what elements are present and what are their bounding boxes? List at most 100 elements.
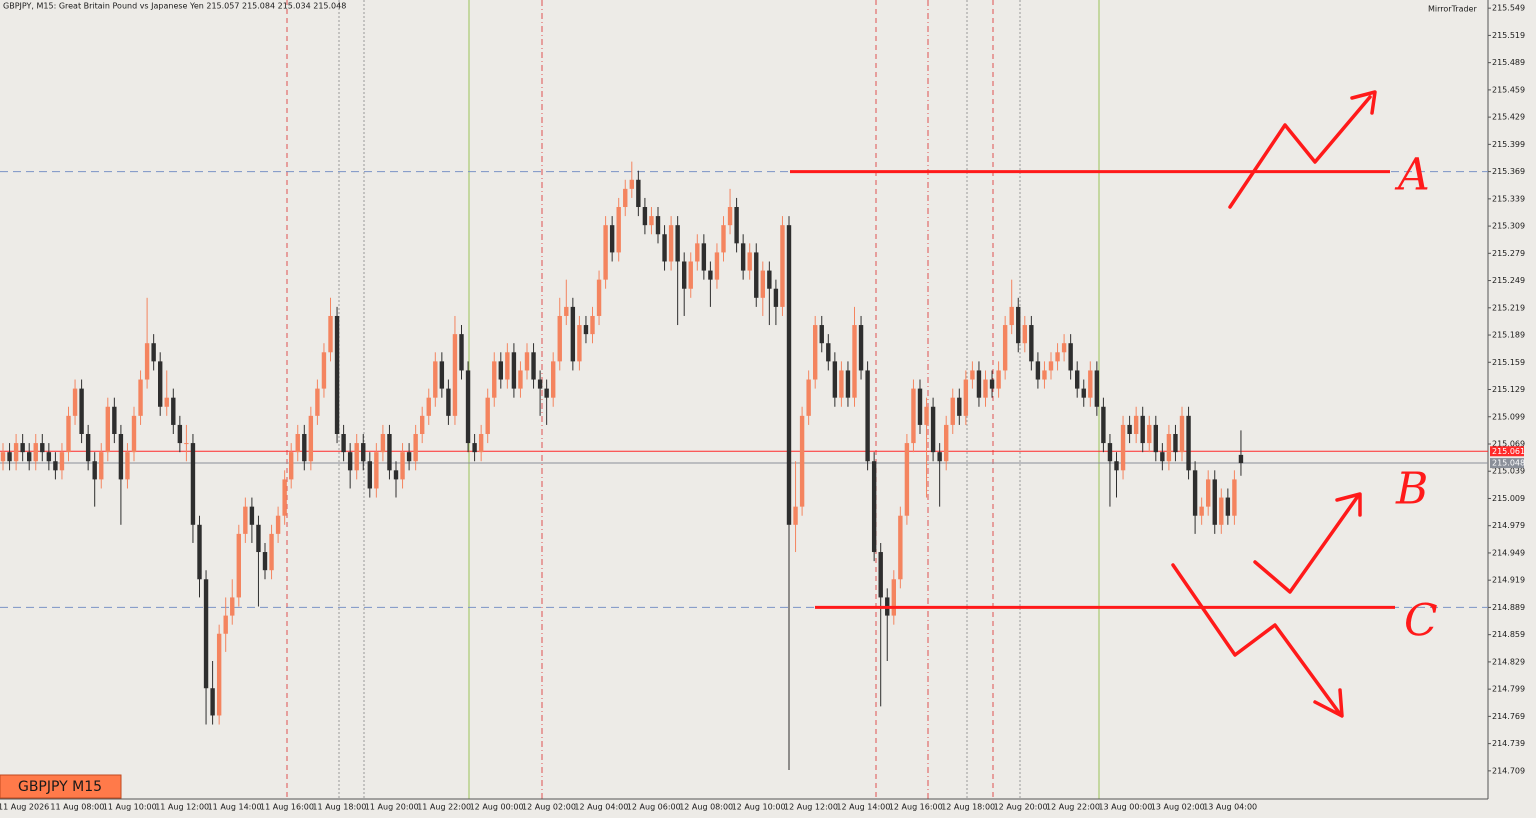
time-label: 11 Aug 2026 [0, 803, 49, 812]
candle-body [944, 424, 949, 462]
candle-body [937, 452, 942, 462]
candle-body [374, 452, 379, 489]
price-label: 214.979 [1492, 521, 1525, 530]
price-label: 214.769 [1492, 712, 1525, 721]
candle-body [544, 388, 549, 398]
candle-body [1232, 479, 1237, 516]
time-label: 13 Aug 04:00 [1203, 803, 1257, 812]
candle-body [826, 343, 831, 362]
candle-body [92, 461, 97, 480]
candle-body [125, 452, 130, 480]
candle-body [275, 515, 281, 534]
candle-body [472, 443, 477, 453]
hand-drawing [1171, 90, 1377, 718]
time-label: 12 Aug 22:00 [1046, 803, 1100, 812]
candle-body [780, 225, 785, 307]
price-box-label: 215.061 [1492, 447, 1525, 456]
candle-body [164, 397, 169, 407]
candle-body [328, 315, 333, 353]
candle-body [983, 379, 988, 398]
price-label: 215.309 [1492, 222, 1525, 231]
candle-body [40, 443, 45, 453]
candle-body [754, 252, 759, 298]
price-label: 215.429 [1492, 113, 1525, 122]
candle-body [655, 216, 661, 235]
candle-body [485, 397, 490, 435]
candle-body [747, 252, 752, 271]
candle-body [452, 334, 458, 416]
candle-body [79, 388, 84, 435]
candle-body [564, 306, 569, 316]
candle-body [623, 188, 628, 208]
candle-body [66, 415, 71, 453]
candle-body [282, 479, 287, 516]
time-label: 12 Aug 10:00 [732, 803, 786, 812]
candle-body [492, 361, 497, 398]
candle-body [20, 443, 25, 453]
candle-body [1219, 497, 1224, 525]
candle-body [845, 370, 851, 398]
candle-body [341, 434, 346, 453]
candle-body [72, 388, 78, 416]
candle-body [1088, 370, 1093, 398]
candle-body [289, 452, 294, 480]
candle-body [177, 424, 183, 444]
candle-body [649, 216, 654, 226]
price-label: 215.069 [1492, 439, 1525, 448]
candle-body [1048, 361, 1054, 371]
candle-body [904, 443, 910, 516]
candle-body [236, 533, 241, 598]
symbol-tag-box [0, 774, 122, 799]
candle-body [551, 361, 556, 398]
candle-body [819, 325, 824, 344]
candle-body [105, 406, 110, 453]
session-lines [0, 0, 1489, 800]
price-label: 214.949 [1492, 548, 1525, 557]
candle-body [367, 461, 372, 489]
candle-body [518, 370, 523, 389]
candle-body [1199, 506, 1204, 516]
candle-body [603, 225, 608, 280]
time-label: 12 Aug 12:00 [784, 803, 838, 812]
candle-body [911, 388, 916, 444]
candle-body [1173, 434, 1178, 453]
price-label: 215.249 [1492, 276, 1525, 285]
candle-body [1061, 343, 1067, 353]
candle-body [524, 352, 530, 371]
price-label: 215.519 [1492, 31, 1525, 40]
candle-body [596, 279, 602, 316]
candle-body [989, 379, 995, 389]
candle-body [668, 225, 674, 262]
candle-body [675, 225, 680, 262]
candle-body [46, 452, 52, 462]
price-label: 215.549 [1492, 4, 1525, 13]
candle-body [570, 306, 576, 362]
candle-body [767, 270, 772, 289]
candle-body [1120, 424, 1126, 471]
candle-body [583, 325, 589, 335]
candle-body [138, 379, 143, 416]
candle-body [118, 434, 124, 480]
candle-body [721, 225, 726, 253]
candle-body [1212, 479, 1217, 525]
candle-body [1055, 352, 1060, 362]
candle-body [537, 379, 543, 389]
price-label: 215.489 [1492, 58, 1525, 67]
time-label: 11 Aug 16:00 [260, 803, 314, 812]
arrow-up [1253, 494, 1360, 594]
candle-body [433, 361, 438, 398]
price-box [1490, 446, 1524, 457]
candle-body [295, 434, 300, 453]
candle-body [688, 261, 693, 289]
time-label: 11 Aug 22:00 [417, 803, 471, 812]
candle-body [1068, 343, 1073, 371]
time-label: 12 Aug 00:00 [470, 803, 524, 812]
candle-body [1192, 470, 1198, 516]
candle-body [315, 388, 320, 416]
candle-body [996, 370, 1001, 389]
arrow-up [1228, 95, 1372, 209]
candle-body [708, 270, 713, 280]
candle-body [361, 443, 366, 462]
candle-body [269, 533, 274, 571]
